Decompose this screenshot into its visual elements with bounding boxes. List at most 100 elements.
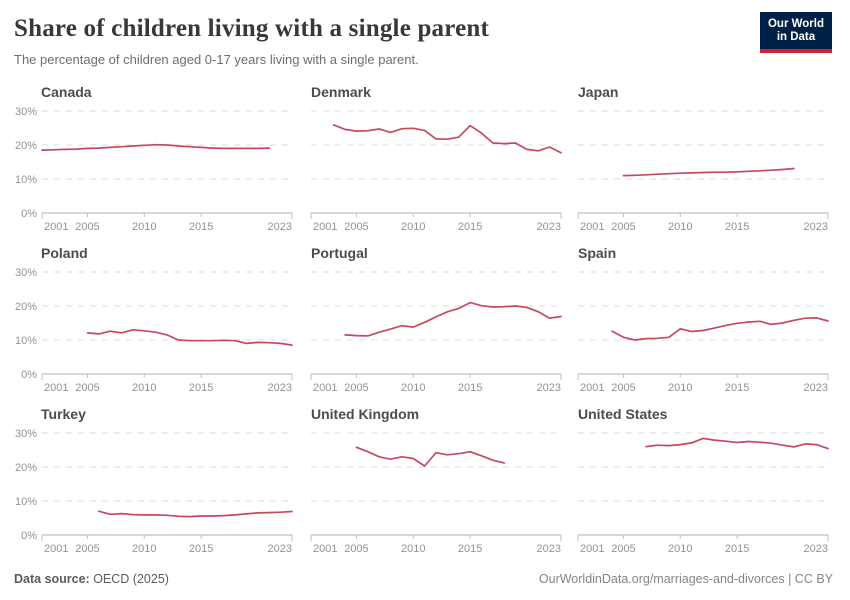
svg-text:2015: 2015 xyxy=(458,221,482,233)
owid-logo-line2: in Data xyxy=(776,31,816,43)
svg-text:2005: 2005 xyxy=(75,221,99,233)
svg-text:2010: 2010 xyxy=(132,382,156,394)
svg-text:2005: 2005 xyxy=(611,382,635,394)
chart-title: Portugal xyxy=(311,245,368,261)
svg-text:2023: 2023 xyxy=(537,543,561,555)
svg-text:2005: 2005 xyxy=(611,221,635,233)
owid-logo-line1: Our World xyxy=(767,18,824,30)
svg-text:2023: 2023 xyxy=(268,543,292,555)
owid-logo[interactable]: Our World in Data xyxy=(759,12,832,53)
svg-text:2001: 2001 xyxy=(580,382,604,394)
chart-canada: Canada 0% 10% 20% 30% 2001 2005 2010 2015 2023 xyxy=(14,83,295,238)
footer-link[interactable]: OurWorldinData.org/marriages-and-divorce… xyxy=(538,572,785,586)
svg-text:2015: 2015 xyxy=(458,382,482,394)
chart-denmark: Denmark 2001 2005 2010 2015 2023 xyxy=(310,83,562,238)
svg-text:2010: 2010 xyxy=(668,221,692,233)
svg-text:2010: 2010 xyxy=(132,543,156,555)
line-chart: 2001 2005 2010 2015 2023 xyxy=(310,110,562,233)
svg-text:30%: 30% xyxy=(15,267,37,279)
footer-credits: OurWorldinData.org/marriages-and-divorce… xyxy=(539,572,833,586)
svg-text:2001: 2001 xyxy=(313,221,337,233)
svg-text:10%: 10% xyxy=(15,335,37,347)
svg-text:2001: 2001 xyxy=(580,221,604,233)
chart-spain: Spain 2001 2005 2010 2015 2023 xyxy=(577,244,829,399)
small-multiples-grid: Canada 0% 10% 20% 30% 2001 2005 2010 2015 2023 D… xyxy=(14,83,833,560)
svg-text:2005: 2005 xyxy=(344,543,368,555)
line-chart: 2001 2005 2010 2015 2023 xyxy=(577,110,829,233)
footer-separator: | xyxy=(784,572,795,586)
svg-text:2010: 2010 xyxy=(132,221,156,233)
line-chart: 0% 10% 20% 30% 2001 2005 2010 2015 2023 xyxy=(15,106,293,233)
svg-text:2023: 2023 xyxy=(804,543,828,555)
svg-text:2023: 2023 xyxy=(268,221,292,233)
chart-title: Canada xyxy=(41,84,92,100)
svg-text:2023: 2023 xyxy=(268,382,292,394)
line-chart: 0% 10% 20% 30% 2001 2005 2010 2015 2023 xyxy=(15,428,293,555)
chart-united-kingdom: United Kingdom 2001 2005 2010 2015 2023 xyxy=(310,405,562,560)
data-source-value: OECD (2025) xyxy=(89,572,169,586)
svg-text:2005: 2005 xyxy=(75,382,99,394)
svg-text:2023: 2023 xyxy=(804,221,828,233)
header: Share of children living with a single p… xyxy=(14,12,833,68)
svg-text:2001: 2001 xyxy=(580,543,604,555)
chart-poland: Poland 0% 10% 20% 30% 2001 2005 2010 2015 2023 xyxy=(14,244,295,399)
chart-turkey: Turkey 0% 10% 20% 30% 2001 2005 2010 2015 2023 xyxy=(14,405,295,560)
line-chart: 2001 2005 2010 2015 2023 xyxy=(310,432,562,555)
svg-text:2015: 2015 xyxy=(458,543,482,555)
svg-text:0%: 0% xyxy=(21,369,37,381)
svg-text:2001: 2001 xyxy=(44,382,68,394)
line-chart: 0% 10% 20% 30% 2001 2005 2010 2015 2023 xyxy=(15,267,293,394)
svg-text:2001: 2001 xyxy=(44,543,68,555)
chart-title: United Kingdom xyxy=(311,406,420,422)
svg-text:2005: 2005 xyxy=(611,543,635,555)
chart-title: Turkey xyxy=(41,406,86,422)
line-chart: 2001 2005 2010 2015 2023 xyxy=(577,432,829,555)
svg-text:2023: 2023 xyxy=(804,382,828,394)
chart-title: Denmark xyxy=(311,84,371,100)
svg-text:2010: 2010 xyxy=(668,543,692,555)
svg-text:2005: 2005 xyxy=(344,221,368,233)
svg-text:2023: 2023 xyxy=(537,382,561,394)
svg-text:2010: 2010 xyxy=(401,221,425,233)
svg-text:2010: 2010 xyxy=(401,382,425,394)
chart-portugal: Portugal 2001 2005 2010 2015 2023 xyxy=(310,244,562,399)
svg-text:2015: 2015 xyxy=(189,382,213,394)
svg-text:20%: 20% xyxy=(15,140,37,152)
svg-text:2001: 2001 xyxy=(313,543,337,555)
svg-text:2005: 2005 xyxy=(344,382,368,394)
svg-text:20%: 20% xyxy=(15,301,37,313)
svg-text:2015: 2015 xyxy=(725,543,749,555)
footer: Data source: OECD (2025) OurWorldinData.… xyxy=(14,572,833,586)
chart-title: Poland xyxy=(41,245,88,261)
svg-text:30%: 30% xyxy=(15,428,37,440)
svg-text:2015: 2015 xyxy=(189,221,213,233)
chart-title: Spain xyxy=(578,245,617,261)
svg-text:2023: 2023 xyxy=(537,221,561,233)
data-source: Data source: OECD (2025) xyxy=(14,572,169,586)
svg-text:10%: 10% xyxy=(15,174,37,186)
chart-japan: Japan 2001 2005 2010 2015 2023 xyxy=(577,83,829,238)
svg-text:10%: 10% xyxy=(15,496,37,508)
svg-text:2015: 2015 xyxy=(725,382,749,394)
svg-text:30%: 30% xyxy=(15,106,37,118)
svg-text:2015: 2015 xyxy=(725,221,749,233)
svg-text:2010: 2010 xyxy=(401,543,425,555)
license-label: CC BY xyxy=(794,572,833,586)
line-chart: 2001 2005 2010 2015 2023 xyxy=(577,271,829,394)
svg-text:0%: 0% xyxy=(21,208,37,220)
svg-text:0%: 0% xyxy=(21,530,37,542)
svg-text:2010: 2010 xyxy=(668,382,692,394)
chart-title: United States xyxy=(578,406,668,422)
svg-text:2001: 2001 xyxy=(313,382,337,394)
page-subtitle: The percentage of children aged 0-17 yea… xyxy=(14,52,419,67)
data-source-label: Data source: xyxy=(14,572,90,586)
chart-united-states: United States 2001 2005 2010 2015 2023 xyxy=(577,405,829,560)
svg-text:2005: 2005 xyxy=(75,543,99,555)
line-chart: 2001 2005 2010 2015 2023 xyxy=(310,271,562,394)
page-title: Share of children living with a single p… xyxy=(14,15,490,42)
svg-text:20%: 20% xyxy=(15,462,37,474)
svg-text:2015: 2015 xyxy=(189,543,213,555)
chart-title: Japan xyxy=(578,84,619,100)
svg-text:2001: 2001 xyxy=(44,221,68,233)
